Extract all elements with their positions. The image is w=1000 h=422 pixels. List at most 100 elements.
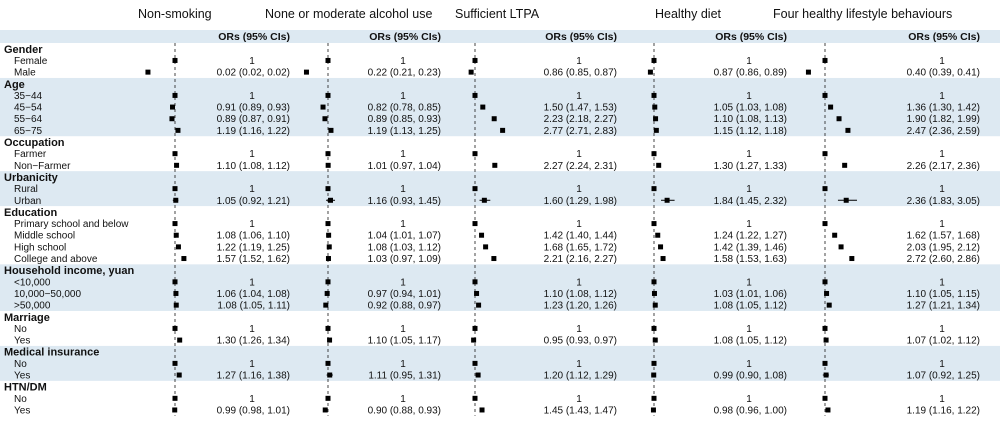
point-1-2-3: [653, 116, 659, 122]
or-value-4-3-0: 1.57 (1.52, 1.62): [217, 254, 290, 265]
or-value-1-0-3: 1: [746, 91, 752, 102]
or-value-7-0-3: 1: [746, 359, 752, 370]
row-label-3-1: Urban: [14, 196, 41, 207]
or-value-5-1-4: 1.10 (1.05, 1.15): [907, 289, 980, 300]
row-label-8-0: No: [14, 394, 27, 405]
group-band-5: [0, 264, 1000, 311]
point-3-0-1: [325, 186, 331, 192]
or-value-4-0-0: 1: [249, 219, 255, 230]
or-value-4-0-4: 1: [939, 219, 945, 230]
point-2-1-2: [492, 162, 498, 168]
point-3-1-1: [327, 197, 333, 203]
point-8-0-2: [472, 395, 478, 401]
point-4-0-4: [822, 221, 828, 227]
or-value-5-2-3: 1.08 (1.05, 1.12): [714, 301, 787, 312]
or-value-4-3-2: 2.21 (2.16, 2.27): [544, 254, 617, 265]
or-value-0-0-3: 1: [746, 56, 752, 67]
point-4-2-0: [175, 244, 181, 250]
or-value-5-0-2: 1: [576, 277, 582, 288]
or-value-3-0-4: 1: [939, 184, 945, 195]
point-4-3-0: [181, 256, 187, 262]
group-label-2: Occupation: [4, 137, 65, 149]
row-bands: [0, 30, 1000, 381]
row-labels: GenderFemaleMaleAge35−4445−5455−6465−75O…: [4, 44, 134, 417]
or-value-8-0-4: 1: [939, 394, 945, 405]
or-value-1-1-4: 1.36 (1.30, 1.42): [907, 103, 980, 114]
point-1-3-0: [175, 127, 181, 133]
or-value-6-0-3: 1: [746, 324, 752, 335]
point-2-1-3: [656, 162, 662, 168]
point-4-2-3: [658, 244, 664, 250]
point-1-0-3: [651, 92, 657, 98]
or-value-0-0-2: 1: [576, 56, 582, 67]
point-2-1-4: [842, 162, 848, 168]
or-value-3-1-1: 1.16 (0.93, 1.45): [368, 196, 441, 207]
point-1-1-3: [652, 104, 658, 110]
panel-titles: Non-smoking None or moderate alcohol use S…: [138, 7, 952, 21]
row-label-4-2: High school: [14, 242, 66, 253]
or-value-5-2-0: 1.08 (1.05, 1.11): [217, 301, 290, 312]
or-value-0-0-4: 1: [939, 56, 945, 67]
group-band-1: [0, 77, 1000, 137]
row-label-4-3: College and above: [14, 254, 98, 265]
or-value-2-1-0: 1.10 (1.08, 1.12): [217, 161, 290, 172]
or-value-7-0-1: 1: [400, 359, 406, 370]
point-6-1-2: [471, 337, 477, 343]
point-1-2-4: [836, 116, 842, 122]
point-2-1-0: [174, 162, 180, 168]
point-8-1-2: [479, 407, 485, 413]
point-1-3-3: [653, 127, 659, 133]
or-value-2-0-3: 1: [746, 149, 752, 160]
or-value-1-0-0: 1: [249, 91, 255, 102]
point-7-1-1: [327, 372, 333, 378]
point-0-1-1: [303, 69, 309, 75]
or-value-1-2-1: 0.89 (0.85, 0.93): [368, 114, 441, 125]
group-label-7: Medical insurance: [4, 347, 99, 359]
point-2-0-0: [172, 151, 178, 157]
or-value-6-1-2: 0.95 (0.93, 0.97): [544, 336, 617, 347]
point-2-0-2: [472, 151, 478, 157]
point-7-0-2: [472, 360, 478, 366]
point-5-0-3: [651, 279, 657, 285]
point-1-0-4: [822, 92, 828, 98]
or-value-1-1-0: 0.91 (0.89, 0.93): [217, 103, 290, 114]
or-value-8-1-1: 0.90 (0.88, 0.93): [368, 405, 441, 416]
point-4-3-3: [660, 256, 666, 262]
point-7-1-2: [475, 372, 481, 378]
panel-title-0: Non-smoking: [138, 7, 212, 21]
or-value-7-1-0: 1.27 (1.16, 1.38): [217, 371, 290, 382]
or-value-3-0-3: 1: [746, 184, 752, 195]
point-0-0-1: [325, 57, 331, 63]
point-5-0-2: [472, 279, 478, 285]
column-header-4: ORs (95% CIs): [908, 31, 980, 43]
or-value-5-0-4: 1: [939, 277, 945, 288]
point-3-0-3: [651, 186, 657, 192]
or-value-7-1-4: 1.07 (0.92, 1.25): [907, 371, 980, 382]
or-value-0-1-0: 0.02 (0.02, 0.02): [217, 68, 290, 79]
or-value-2-0-0: 1: [249, 149, 255, 160]
point-7-0-1: [325, 360, 331, 366]
point-0-0-0: [172, 57, 178, 63]
or-value-8-0-1: 1: [400, 394, 406, 405]
group-label-3: Urbanicity: [4, 172, 59, 184]
point-8-0-1: [325, 395, 331, 401]
point-6-0-2: [472, 325, 478, 331]
or-value-1-2-2: 2.23 (2.18, 2.27): [544, 114, 617, 125]
or-value-1-2-3: 1.10 (1.08, 1.13): [714, 114, 787, 125]
or-value-6-1-3: 1.08 (1.05, 1.12): [714, 336, 787, 347]
or-value-6-0-2: 1: [576, 324, 582, 335]
column-header-3: ORs (95% CIs): [715, 31, 787, 43]
point-7-0-4: [822, 360, 828, 366]
row-label-7-1: Yes: [14, 371, 30, 382]
row-label-1-1: 45−54: [14, 103, 43, 114]
point-5-1-0: [173, 290, 179, 296]
point-7-0-0: [172, 360, 178, 366]
row-label-4-1: Middle school: [14, 231, 75, 242]
or-value-6-1-1: 1.10 (1.05, 1.17): [368, 336, 441, 347]
or-value-4-1-2: 1.42 (1.40, 1.44): [544, 231, 617, 242]
panel-title-1: None or moderate alcohol use: [265, 7, 433, 21]
or-value-1-3-3: 1.15 (1.12, 1.18): [714, 126, 787, 137]
point-5-2-4: [826, 302, 832, 308]
point-6-1-1: [327, 337, 333, 343]
point-1-3-2: [500, 127, 506, 133]
